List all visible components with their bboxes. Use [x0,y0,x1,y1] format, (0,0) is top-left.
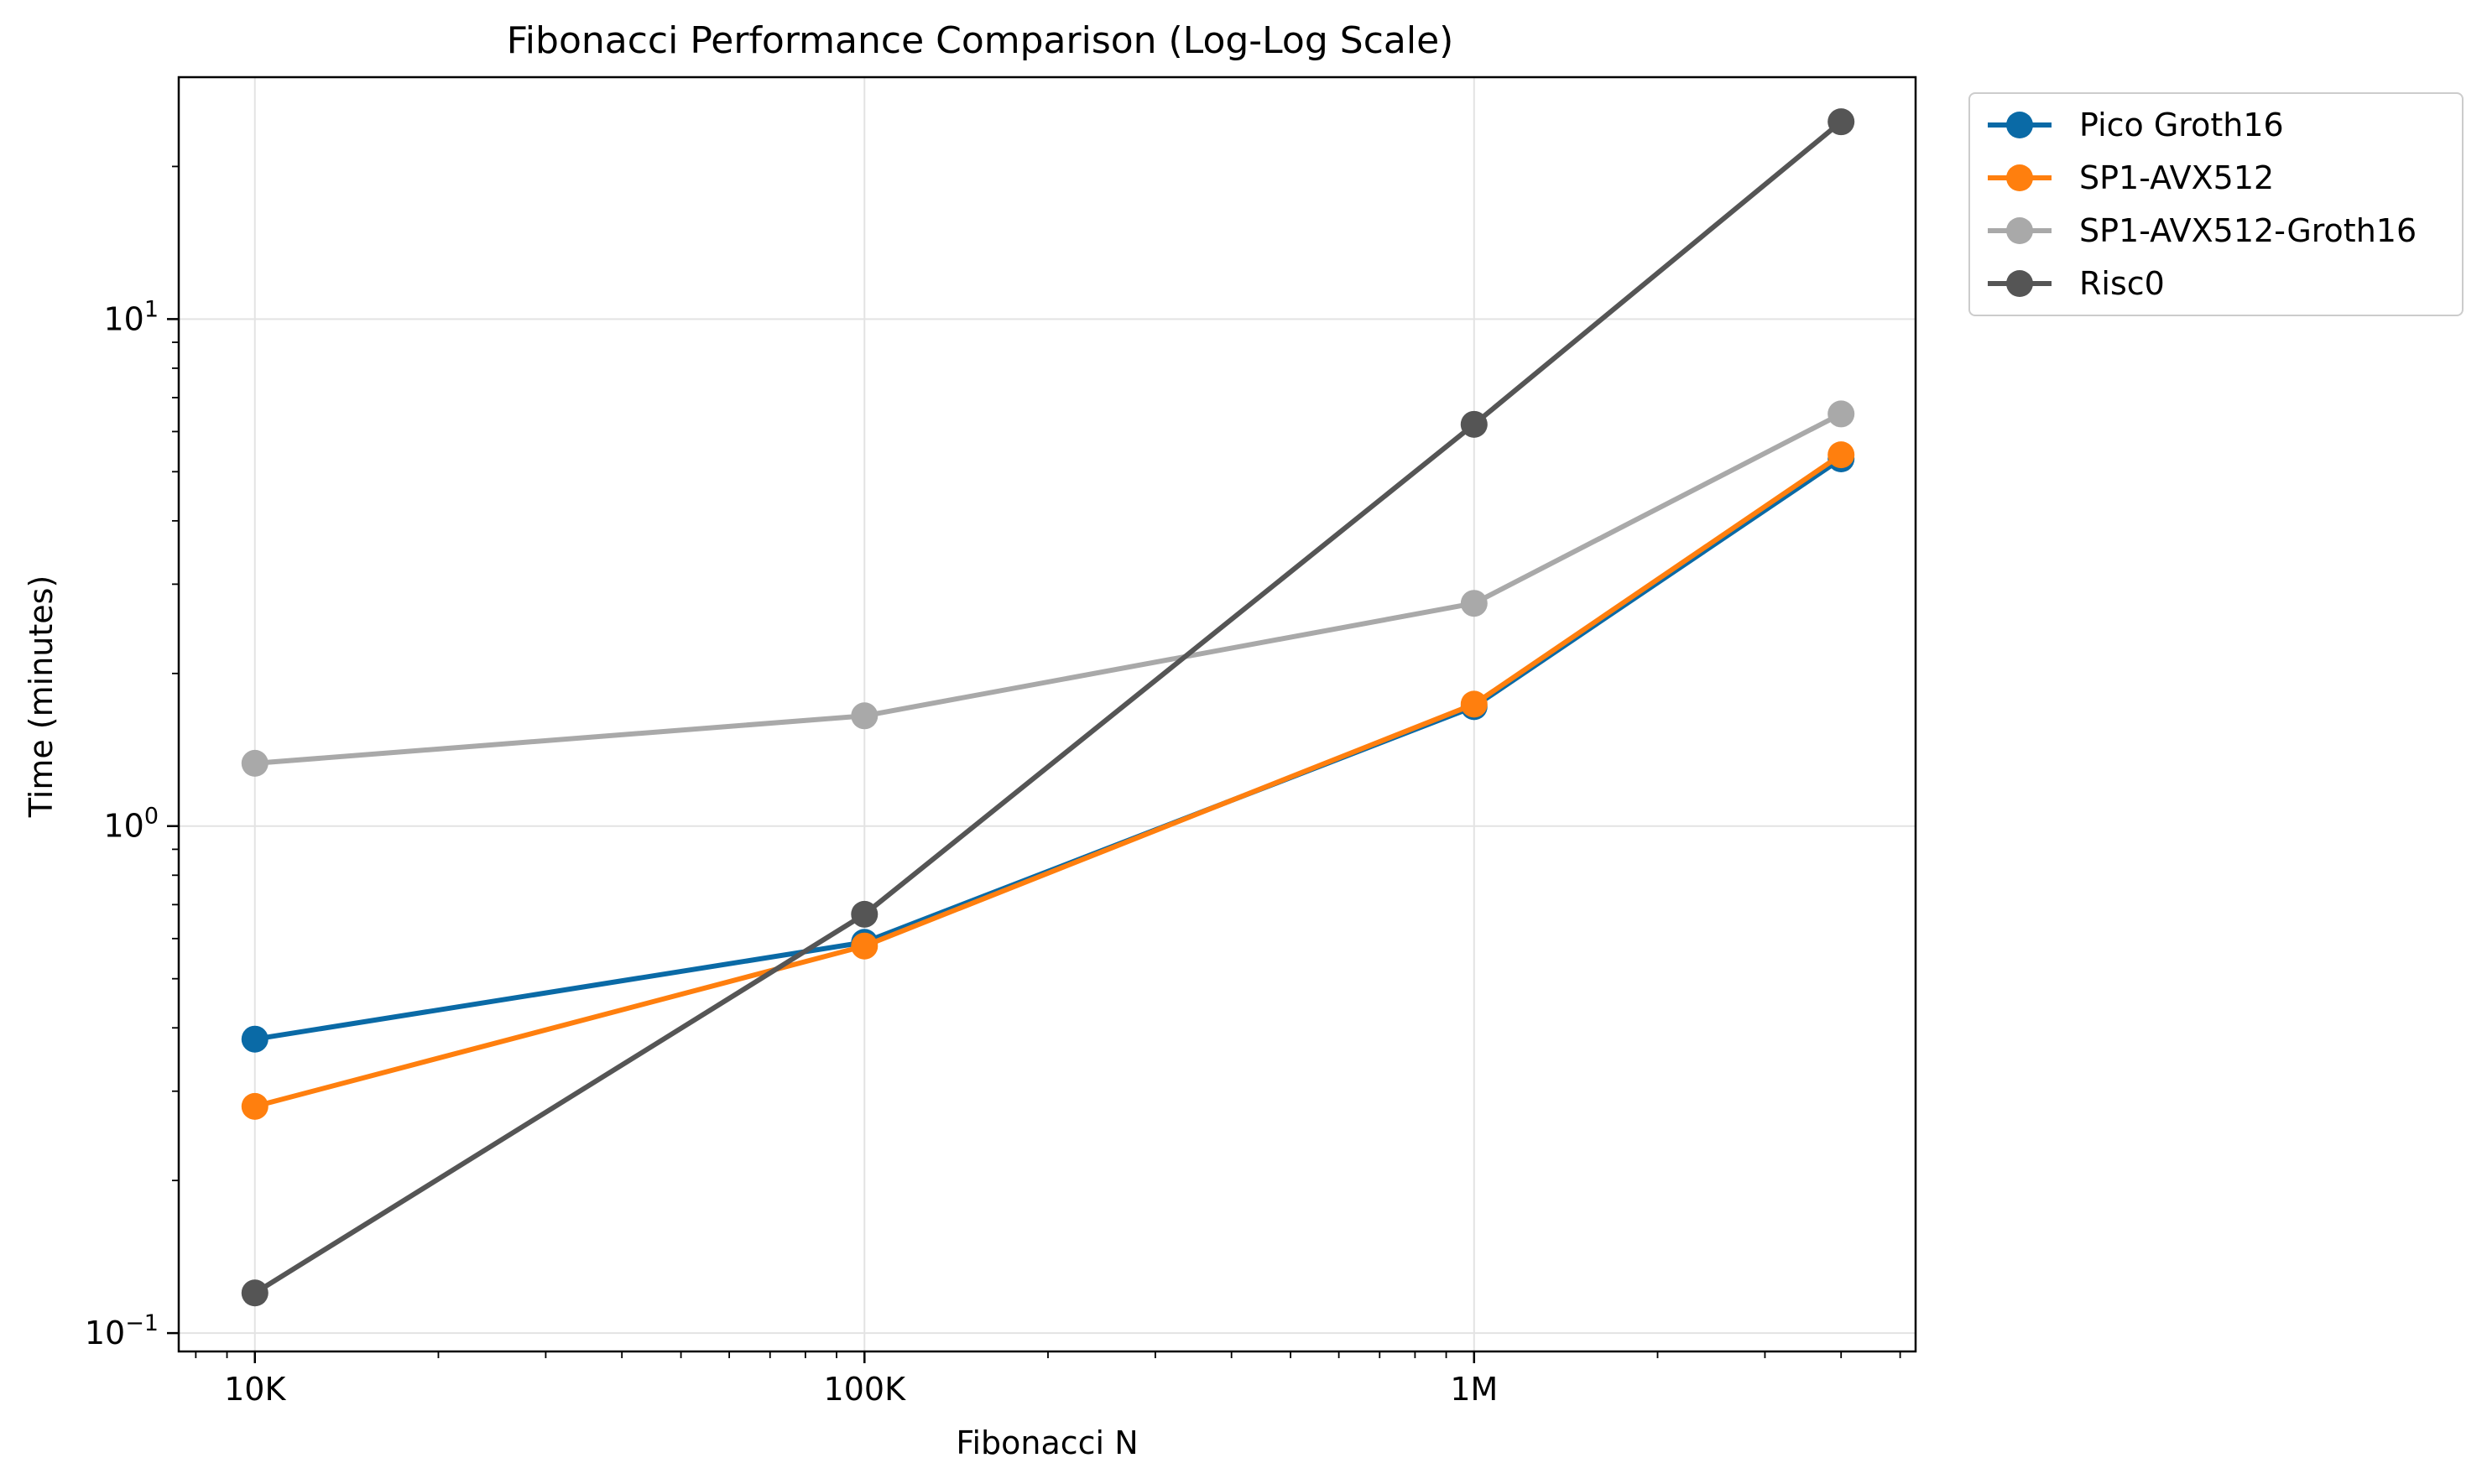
series-sp1-avx512 [241,441,1855,1120]
x-axis-ticks: 10K 100K 1M [224,1351,1498,1408]
data-point-risc0 [241,1279,269,1307]
data-point-sp1-avx512 [241,1092,269,1120]
series-sp1-avx512-groth16 [241,400,1855,777]
x-tick-label: 100K [824,1371,907,1408]
data-point-sp1-avx512-groth16 [1827,400,1855,428]
plot-frame [177,76,1917,1353]
series-layer [241,108,1855,1307]
data-point-sp1-avx512 [1827,441,1855,469]
legend-marker [2006,164,2033,191]
y-tick-label: 100 [103,804,159,845]
y-tick-label: 10−1 [85,1310,159,1351]
legend-item: SP1-AVX512-Groth16 [1988,212,2417,249]
x-axis-label: Fibonacci N [956,1424,1138,1461]
data-point-sp1-avx512 [1460,690,1488,718]
y-tick-base: 10 [103,808,143,845]
legend-label: Pico Groth16 [2079,107,2284,143]
legend-item: Risc0 [1988,265,2165,302]
data-point-pico-groth16 [241,1025,269,1053]
y-tick-exponent: 0 [144,804,159,830]
legend-marker [2006,112,2033,138]
legend-label: SP1-AVX512-Groth16 [2079,212,2417,249]
data-point-sp1-avx512-groth16 [1460,590,1488,617]
legend-item: SP1-AVX512 [1988,159,2274,196]
legend-label: SP1-AVX512 [2079,159,2274,196]
data-point-risc0 [1460,410,1488,438]
data-point-sp1-avx512-groth16 [851,702,879,730]
y-tick-base: 10 [85,1315,125,1351]
chart-title: Fibonacci Performance Comparison (Log-Lo… [507,19,1454,62]
x-tick-label: 10K [224,1371,286,1408]
series-line-sp1-avx512 [252,452,1844,1109]
x-tick-label: 1M [1450,1371,1498,1408]
y-tick-exponent: −1 [125,1310,159,1336]
data-point-risc0 [851,900,879,928]
series-risc0 [241,108,1855,1307]
y-axis-label: Time (minutes) [23,575,60,819]
series-line-risc0 [252,119,1844,1296]
legend-marker [2006,270,2033,297]
legend-marker [2006,217,2033,244]
data-point-sp1-avx512 [851,932,879,960]
series-line-sp1-avx512-groth16 [252,411,1844,766]
y-tick-base: 10 [103,300,143,337]
legend: Pico Groth16 SP1-AVX512 SP1-AVX512-Groth16… [1968,92,2464,316]
legend-box [1968,92,2464,316]
data-point-risc0 [1827,108,1855,136]
data-point-sp1-avx512-groth16 [241,749,269,777]
legend-label: Risc0 [2079,265,2165,302]
y-tick-label: 101 [103,296,159,337]
y-tick-exponent: 1 [144,296,159,322]
legend-item: Pico Groth16 [1988,107,2284,143]
minor-ticks [172,165,1901,1358]
